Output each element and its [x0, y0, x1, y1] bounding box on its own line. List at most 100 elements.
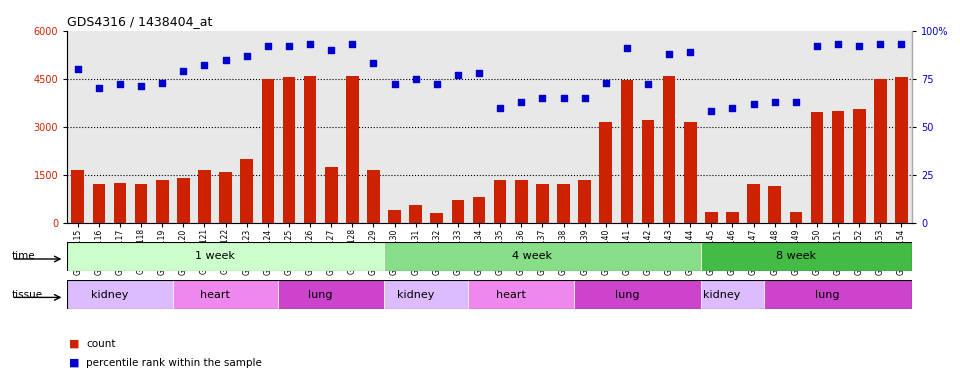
Text: ■: ■ — [69, 358, 80, 368]
Bar — [574, 280, 701, 309]
Bar — [71, 170, 84, 223]
Point — [197, 62, 212, 68]
Bar — [789, 212, 803, 223]
Point — [281, 43, 297, 49]
Bar — [557, 184, 570, 223]
Text: count: count — [86, 339, 116, 349]
Bar — [705, 212, 718, 223]
Bar — [219, 172, 232, 223]
Point — [746, 101, 761, 107]
Text: time: time — [12, 251, 36, 261]
Bar — [747, 184, 760, 223]
Bar — [662, 76, 676, 223]
Text: lung: lung — [308, 290, 333, 300]
Point — [155, 79, 170, 86]
Bar — [156, 180, 169, 223]
Point — [133, 83, 149, 89]
Point — [640, 81, 656, 88]
Bar — [198, 170, 211, 223]
Point — [598, 79, 613, 86]
Point — [324, 47, 339, 53]
Point — [556, 95, 571, 101]
Point — [176, 68, 191, 74]
Bar — [346, 76, 359, 223]
Point — [366, 60, 381, 66]
Bar — [493, 180, 507, 223]
Text: heart: heart — [200, 290, 230, 300]
Text: heart: heart — [495, 290, 526, 300]
Bar — [764, 280, 912, 309]
Bar — [67, 280, 173, 309]
Bar — [768, 186, 781, 223]
Point — [894, 41, 909, 47]
Bar — [67, 242, 384, 271]
Text: kidney: kidney — [91, 290, 128, 300]
Bar — [810, 113, 824, 223]
Bar — [303, 76, 317, 223]
Text: lung: lung — [614, 290, 639, 300]
Bar — [278, 280, 384, 309]
Point — [830, 41, 846, 47]
Text: 8 week: 8 week — [776, 251, 816, 262]
Bar — [874, 79, 887, 223]
Bar — [240, 159, 253, 223]
Bar — [384, 280, 468, 309]
Bar — [173, 280, 278, 309]
Point — [704, 108, 719, 114]
Bar — [367, 170, 380, 223]
Bar — [282, 77, 296, 223]
Text: tissue: tissue — [12, 290, 42, 300]
Bar — [641, 120, 655, 223]
Point — [218, 56, 233, 63]
Bar — [599, 122, 612, 223]
Point — [577, 95, 592, 101]
Text: GDS4316 / 1438404_at: GDS4316 / 1438404_at — [67, 15, 212, 28]
Bar — [895, 77, 908, 223]
Point — [661, 51, 677, 57]
Point — [429, 81, 444, 88]
Bar — [831, 111, 845, 223]
Bar — [472, 197, 486, 223]
Point — [514, 99, 529, 105]
Point — [767, 99, 782, 105]
Bar — [177, 178, 190, 223]
Text: lung: lung — [815, 290, 840, 300]
Bar — [388, 210, 401, 223]
Bar — [726, 212, 739, 223]
Bar — [384, 242, 701, 271]
Point — [683, 49, 698, 55]
Point — [408, 76, 423, 82]
Bar — [536, 184, 549, 223]
Bar — [134, 184, 148, 223]
Bar — [468, 280, 574, 309]
Point — [535, 95, 550, 101]
Bar — [578, 180, 591, 223]
Point — [260, 43, 276, 49]
Point — [492, 104, 508, 111]
Bar — [451, 200, 465, 223]
Bar — [701, 280, 764, 309]
Point — [450, 72, 466, 78]
Point — [387, 81, 402, 88]
Bar — [261, 79, 275, 223]
Point — [302, 41, 318, 47]
Text: kidney: kidney — [397, 290, 434, 300]
Text: 4 week: 4 week — [512, 251, 552, 262]
Point — [809, 43, 825, 49]
Point — [239, 53, 254, 59]
Point — [345, 41, 360, 47]
Point — [471, 70, 487, 76]
Text: 1 week: 1 week — [195, 251, 235, 262]
Bar — [515, 180, 528, 223]
Point — [852, 43, 867, 49]
Text: kidney: kidney — [704, 290, 740, 300]
Point — [619, 45, 635, 51]
Point — [70, 66, 85, 72]
Text: percentile rank within the sample: percentile rank within the sample — [86, 358, 262, 368]
Bar — [620, 80, 634, 223]
Text: ■: ■ — [69, 339, 80, 349]
Point — [112, 81, 128, 88]
Bar — [113, 183, 127, 223]
Point — [725, 104, 740, 111]
Point — [873, 41, 888, 47]
